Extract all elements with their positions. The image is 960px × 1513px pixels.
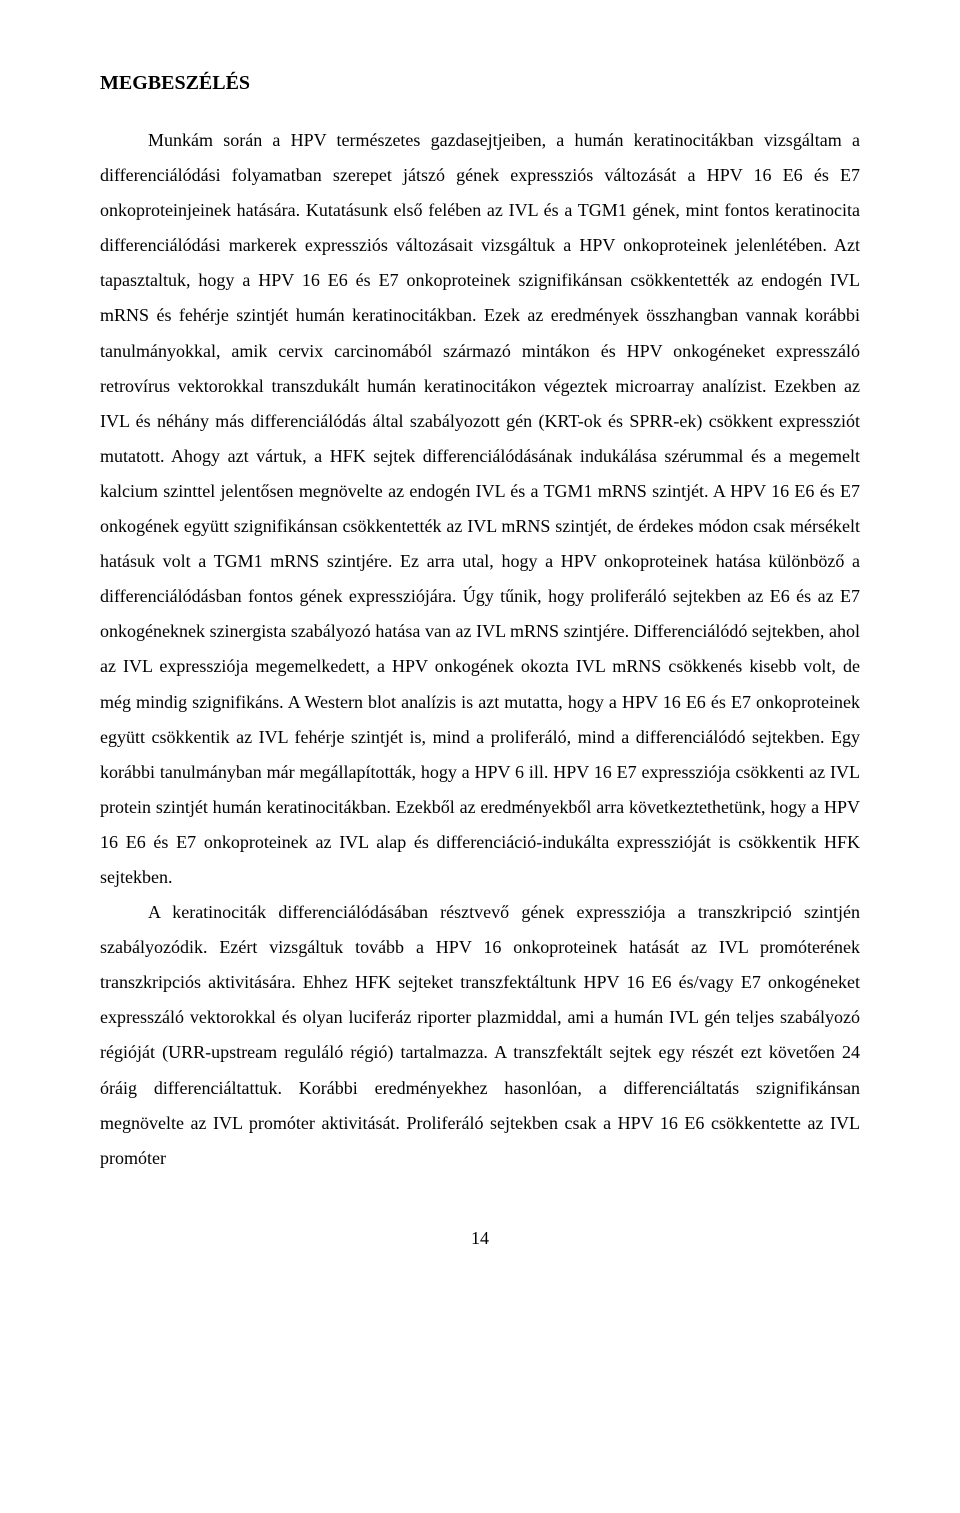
page-number: 14 [100, 1228, 860, 1249]
body-paragraph: Munkám során a HPV természetes gazdasejt… [100, 123, 860, 895]
section-heading: MEGBESZÉLÉS [100, 72, 860, 95]
body-paragraph: A keratinociták differenciálódásában rés… [100, 895, 860, 1176]
